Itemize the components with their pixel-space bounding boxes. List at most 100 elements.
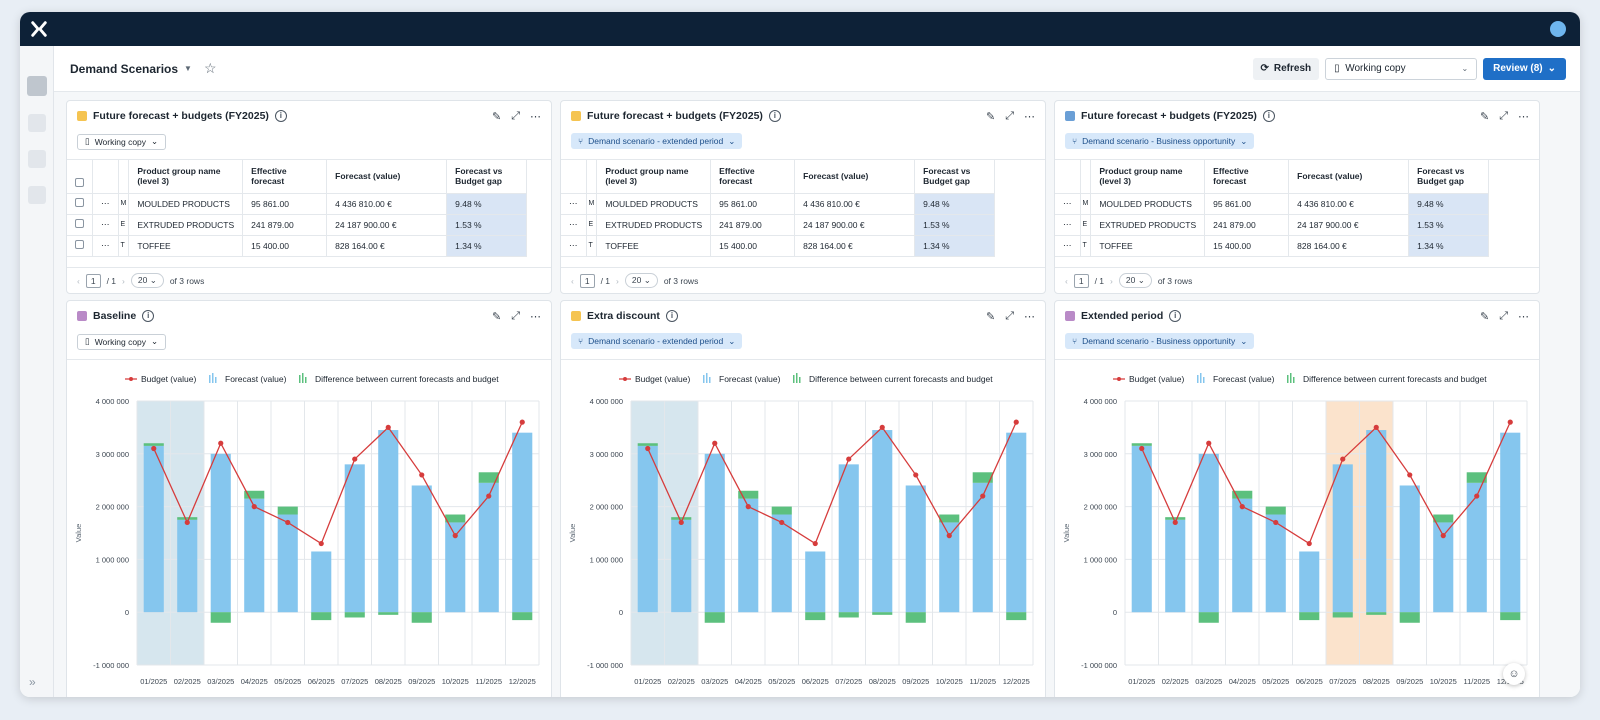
legend-item[interactable]: Forecast (value) [209,373,287,384]
budget-point[interactable] [980,493,986,499]
edit-icon[interactable]: ✎ [1479,110,1490,123]
next-page-icon[interactable]: › [1110,275,1113,286]
difference-bar[interactable] [972,472,993,483]
edit-icon[interactable]: ✎ [985,310,996,323]
difference-bar[interactable] [1232,490,1253,499]
budget-point[interactable] [812,540,818,547]
difference-bar[interactable] [738,490,759,499]
forecast-bar[interactable] [512,432,533,613]
expand-icon[interactable]: ⤢ [1005,309,1014,322]
difference-bar[interactable] [1131,443,1152,446]
column-header[interactable]: Forecast vs Budget gap [1408,160,1490,194]
budget-point[interactable] [712,440,718,446]
table-row[interactable]: ⋯ E EXTRUDED PRODUCTS 241 879.00 24 187 900.… [67,214,528,236]
info-icon[interactable]: i [1169,310,1182,322]
forecast-bar[interactable] [972,482,993,613]
chevron-down-icon[interactable]: ▼ [184,64,192,73]
difference-bar[interactable] [838,612,859,618]
budget-point[interactable] [678,519,684,526]
info-icon[interactable]: i [142,310,155,322]
column-header[interactable]: Product group name (level 3) [128,160,244,194]
difference-bar[interactable] [637,443,658,446]
x-logo-icon[interactable] [30,20,48,38]
column-header[interactable]: Product group name (level 3) [1090,160,1206,194]
budget-point[interactable] [779,519,785,526]
difference-bar[interactable] [1299,612,1320,621]
forecast-bar[interactable] [1165,519,1186,613]
forecast-bar[interactable] [411,485,432,613]
version-select[interactable]: ▯ Working copy ⌄ [1325,57,1478,80]
budget-point[interactable] [1440,533,1446,539]
table-row[interactable]: ⋯ T TOFFEE 15 400.00 828 164.00 €1.34 % [67,235,528,257]
table-row[interactable]: ⋯ T TOFFEE 15 400.00 828 164.00 €1.34 % [561,235,996,257]
star-icon[interactable]: ☆ [203,60,217,76]
budget-line[interactable] [647,421,1017,545]
row-more-icon[interactable]: ⋯ [92,193,119,215]
expand-icon[interactable]: ⤢ [511,109,520,122]
forecast-bar[interactable] [872,430,893,613]
difference-bar[interactable] [378,612,399,615]
difference-bar[interactable] [872,612,893,615]
budget-point[interactable] [1206,440,1212,446]
row-more-icon[interactable]: ⋯ [1055,193,1081,215]
budget-point[interactable] [251,504,257,510]
difference-bar[interactable] [1433,514,1454,523]
difference-bar[interactable] [478,472,499,483]
table-row[interactable]: ⋯ M MOULDED PRODUCTS 95 861.00 4 436 810.00 … [1055,193,1490,215]
legend-item[interactable]: Budget (value) [125,374,196,384]
forecast-bar[interactable] [1433,522,1454,613]
column-header[interactable]: Forecast vs Budget gap [914,160,996,194]
expand-icon[interactable]: ⤢ [1499,109,1508,122]
budget-point[interactable] [645,445,651,452]
budget-point[interactable] [1172,519,1178,526]
row-more-icon[interactable]: ⋯ [1055,235,1081,257]
difference-bar[interactable] [445,514,466,523]
budget-point[interactable] [1474,493,1480,499]
more-icon[interactable]: ⋯ [530,110,541,123]
more-icon[interactable]: ⋯ [1518,310,1529,323]
difference-bar[interactable] [143,443,164,446]
forecast-bar[interactable] [838,464,859,613]
more-icon[interactable]: ⋯ [1518,110,1529,123]
difference-bar[interactable] [244,490,265,499]
budget-line[interactable] [1141,421,1511,545]
difference-bar[interactable] [905,612,926,623]
forecast-bar[interactable] [1299,551,1320,613]
budget-point[interactable] [151,445,157,452]
expand-icon[interactable]: ⤢ [511,309,520,322]
forecast-bar[interactable] [311,551,332,613]
column-header[interactable]: Effective forecast [242,160,328,194]
difference-bar[interactable] [1399,612,1420,623]
review-button[interactable]: Review (8) ⌄ [1483,57,1566,80]
legend-item[interactable]: Difference between current forecasts and… [793,373,993,384]
budget-point[interactable] [218,440,224,446]
page-size-select[interactable]: 20 ⌄ [1118,273,1152,288]
budget-point[interactable] [486,493,492,499]
forecast-bar[interactable] [939,522,960,613]
next-page-icon[interactable]: › [122,275,125,286]
budget-point[interactable] [385,424,391,430]
budget-point[interactable] [946,533,952,539]
difference-bar[interactable] [1366,612,1387,615]
prev-page-icon[interactable]: ‹ [1065,275,1068,286]
difference-bar[interactable] [210,612,231,623]
difference-bar[interactable] [671,517,692,520]
difference-bar[interactable] [805,612,826,621]
expand-icon[interactable]: ⤢ [1005,109,1014,122]
info-icon[interactable]: i [274,110,287,122]
budget-point[interactable] [1306,540,1312,547]
forecast-bar[interactable] [671,519,692,613]
forecast-bar[interactable] [1466,482,1487,613]
scenario-chip[interactable]: ▯ Working copy ⌄ [77,133,167,150]
forecast-bar[interactable] [177,519,198,613]
difference-bar[interactable] [704,612,725,623]
difference-bar[interactable] [311,612,332,621]
row-more-icon[interactable]: ⋯ [1055,214,1081,236]
difference-bar[interactable] [1332,612,1353,618]
difference-bar[interactable] [1006,612,1027,621]
column-header[interactable]: Effective forecast [1204,160,1290,194]
legend-item[interactable]: Difference between current forecasts and… [1287,373,1487,384]
forecast-bar[interactable] [478,482,499,613]
column-header[interactable]: Forecast (value) [1288,160,1410,194]
forecast-bar[interactable] [143,445,164,613]
